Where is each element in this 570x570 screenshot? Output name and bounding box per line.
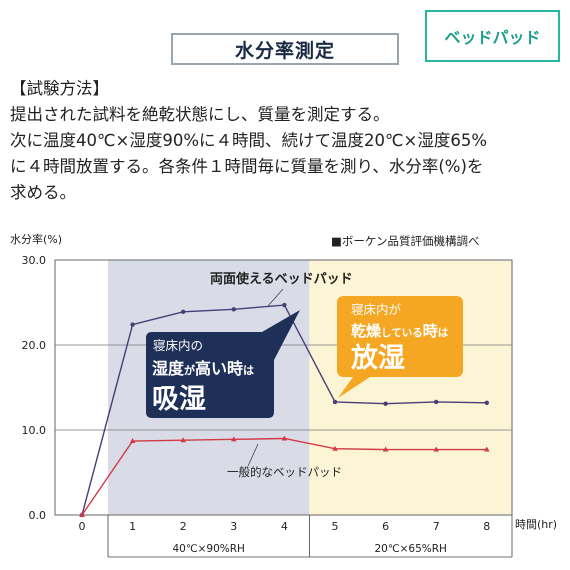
absorb-line1: 寝床内の <box>153 338 203 353</box>
release-word-dry: 乾燥 <box>351 322 382 340</box>
x-tick-label: 3 <box>230 520 237 533</box>
phase-bracket <box>107 515 513 558</box>
absorb-callout-shape <box>146 310 300 418</box>
method-line: 求める。 <box>10 183 76 202</box>
data-point <box>129 438 136 444</box>
data-point <box>383 401 388 406</box>
absorb-word-humidity: 湿度 <box>151 359 185 378</box>
absorb-callout: 寝床内の 湿度が高い時は 吸湿 <box>146 310 300 418</box>
x-tick-label: 1 <box>129 520 136 533</box>
data-point <box>484 400 489 405</box>
data-point <box>433 446 439 452</box>
plot-frame <box>54 259 513 516</box>
method-line: 提出された試料を絶乾状態にし、質量を測定する。 <box>10 105 390 124</box>
y-tick-label: 20.0 <box>22 339 47 352</box>
series-leader-line <box>247 443 259 467</box>
x-tick-label: 5 <box>332 520 339 533</box>
method-line: に４時間放置する。各条件１時間毎に質量を測り、水分率(%)を <box>10 157 484 176</box>
data-point <box>181 309 186 315</box>
y-axis-label: 水分率(%) <box>10 232 62 246</box>
absorb-line3: 吸湿 <box>152 384 206 415</box>
data-point <box>79 512 85 517</box>
data-point <box>282 302 287 308</box>
data-point <box>231 436 237 442</box>
series-label-bed-pad: 両面使えるベッドパッド <box>210 271 353 287</box>
source-note: ■ボーケン品質評価機構調べ <box>331 234 480 248</box>
y-tick-label: 10.0 <box>22 424 47 437</box>
x-tick-label: 4 <box>281 520 288 533</box>
x-tick-labels: 0 1 2 3 4 5 6 7 8 <box>79 520 491 533</box>
release-line2: 乾燥している時は <box>351 322 449 340</box>
release-word-shiteiru: している <box>381 327 423 339</box>
data-point <box>180 437 186 443</box>
data-point <box>281 435 288 441</box>
y-tick-labels: 0.0 10.0 20.0 30.0 <box>22 254 47 522</box>
release-word-time: 時 <box>423 322 438 340</box>
data-point <box>130 322 135 327</box>
data-point <box>231 307 236 312</box>
data-point <box>332 399 338 405</box>
release-callout: 寝床内が 乾燥している時は 放湿 <box>337 296 463 398</box>
method-heading: 【試験方法】 <box>10 79 109 98</box>
absorb-line2: 湿度が高い時は <box>151 359 254 378</box>
x-tick-label: 2 <box>180 520 187 533</box>
page-title: 水分率測定 <box>171 33 399 65</box>
absorb-particle-ga: が <box>184 363 195 377</box>
release-particle-wa: は <box>438 327 449 339</box>
series-label-general: 一般的なベッドパッド <box>227 465 342 479</box>
y-tick-label: 30.0 <box>22 254 47 267</box>
release-line1: 寝床内が <box>351 302 402 317</box>
method-line: 次に温度40℃×湿度90%に４時間、続けて温度20℃×湿度65% <box>10 131 488 150</box>
x-axis-label: 時間(hr) <box>515 518 557 531</box>
release-callout-shape <box>337 296 463 398</box>
product-badge: ベッドパッド <box>425 10 560 62</box>
absorb-particle-wa: は <box>243 364 254 377</box>
x-tick-label: 8 <box>483 520 490 533</box>
release-line3: 放湿 <box>350 342 405 374</box>
y-tick-label: 0.0 <box>29 509 47 522</box>
data-point <box>332 445 338 451</box>
test-method-text: 【試験方法】 提出された試料を絶乾状態にし、質量を測定する。 次に温度40℃×湿… <box>10 76 565 206</box>
x-tick-label: 0 <box>79 520 86 533</box>
series-layer <box>79 302 490 518</box>
phase-label-dry: 20℃×65%RH <box>374 543 446 555</box>
data-point <box>382 446 389 452</box>
phase-label-humid: 40℃×90%RH <box>172 543 244 555</box>
data-point <box>434 399 439 405</box>
x-tick-label: 7 <box>433 520 440 533</box>
series-leader-line <box>267 288 284 307</box>
x-tick-label: 6 <box>382 520 389 533</box>
absorb-word-high: 高い時 <box>195 359 243 378</box>
data-point <box>484 446 490 452</box>
